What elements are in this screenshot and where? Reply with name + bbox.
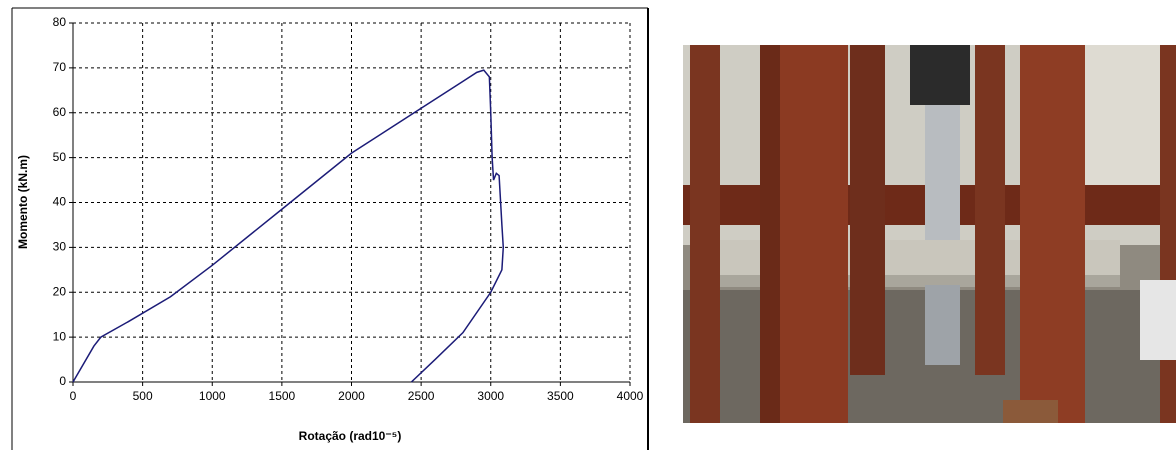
x-tick-label: 500	[133, 389, 153, 403]
x-axis-label: Rotação (rad10⁻⁵)	[299, 429, 402, 443]
x-tick-label: 1000	[199, 389, 226, 403]
line-series	[72, 69, 505, 383]
x-tick-label: 4000	[617, 389, 644, 403]
y-tick-label: 20	[53, 284, 67, 298]
y-tick-label: 30	[53, 240, 67, 254]
x-tick-label: 3000	[477, 389, 504, 403]
x-tick-label: 0	[70, 389, 77, 403]
y-tick-label: 50	[53, 150, 67, 164]
plot: 0 10 20 30 40 50 60 70 80 0 500 1000 1500 2000 2500 300…	[53, 15, 644, 403]
x-tick-label: 1500	[269, 389, 296, 403]
y-tick-label: 80	[53, 15, 67, 29]
y-tick-label: 10	[53, 329, 67, 343]
x-tick-label: 2500	[408, 389, 435, 403]
y-tick-label: 0	[59, 374, 66, 388]
y-tick-label: 70	[53, 60, 67, 74]
photo	[683, 45, 1176, 423]
y-tick-label: 40	[53, 195, 67, 209]
x-tick-label: 3500	[547, 389, 574, 403]
x-tick-label: 2000	[338, 389, 365, 403]
chart-frame	[11, 7, 649, 450]
y-tick-label: 60	[53, 105, 67, 119]
y-axis-label: Momento (kN.m)	[16, 155, 30, 249]
